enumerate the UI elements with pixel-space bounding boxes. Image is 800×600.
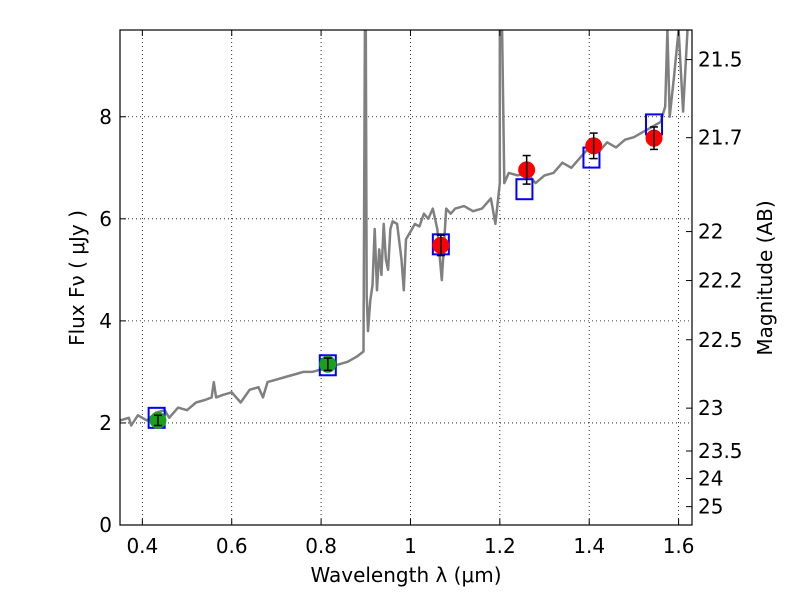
x-tick-label: 1.4	[573, 534, 605, 558]
plot-area	[120, 30, 689, 429]
y2-tick-label: 22.5	[698, 328, 743, 352]
y2-tick-label: 25	[698, 495, 723, 519]
y2-tick-label: 22	[698, 220, 723, 244]
x-tick-label: 0.6	[216, 534, 248, 558]
x-tick-label: 1.6	[663, 534, 695, 558]
x-tick-label: 1.2	[484, 534, 516, 558]
x-axis-label: Wavelength λ (μm)	[310, 563, 501, 587]
y2-tick-label: 22.2	[698, 269, 743, 293]
x-tick-label: 0.4	[126, 534, 158, 558]
y2-tick-label: 23	[698, 396, 723, 420]
plot-frame	[119, 29, 693, 526]
x-tick-label: 0.8	[305, 534, 337, 558]
y2-tick-label: 24	[698, 467, 723, 491]
x-tick-label: 1	[404, 534, 417, 558]
spectrum-line	[120, 30, 689, 427]
y2-tick-label: 21.5	[698, 48, 743, 72]
y-axis-label: Flux Fν ( μJy )	[65, 210, 89, 346]
y-tick-label: 8	[99, 105, 112, 129]
grid	[120, 30, 692, 526]
model-box	[515, 178, 534, 201]
ticks: 0.4 0.6 0.8 1 1.2 1.4 1.60246821.521.72222.222…	[99, 30, 743, 558]
y2-tick-label: 23.5	[698, 439, 743, 463]
y-tick-label: 4	[99, 309, 112, 333]
y-tick-label: 2	[99, 411, 112, 435]
y2-tick-label: 21.7	[698, 126, 743, 150]
y-tick-label: 6	[99, 207, 112, 231]
y2-axis-label: Magnitude (AB)	[753, 200, 777, 355]
y-tick-label: 0	[99, 513, 112, 537]
